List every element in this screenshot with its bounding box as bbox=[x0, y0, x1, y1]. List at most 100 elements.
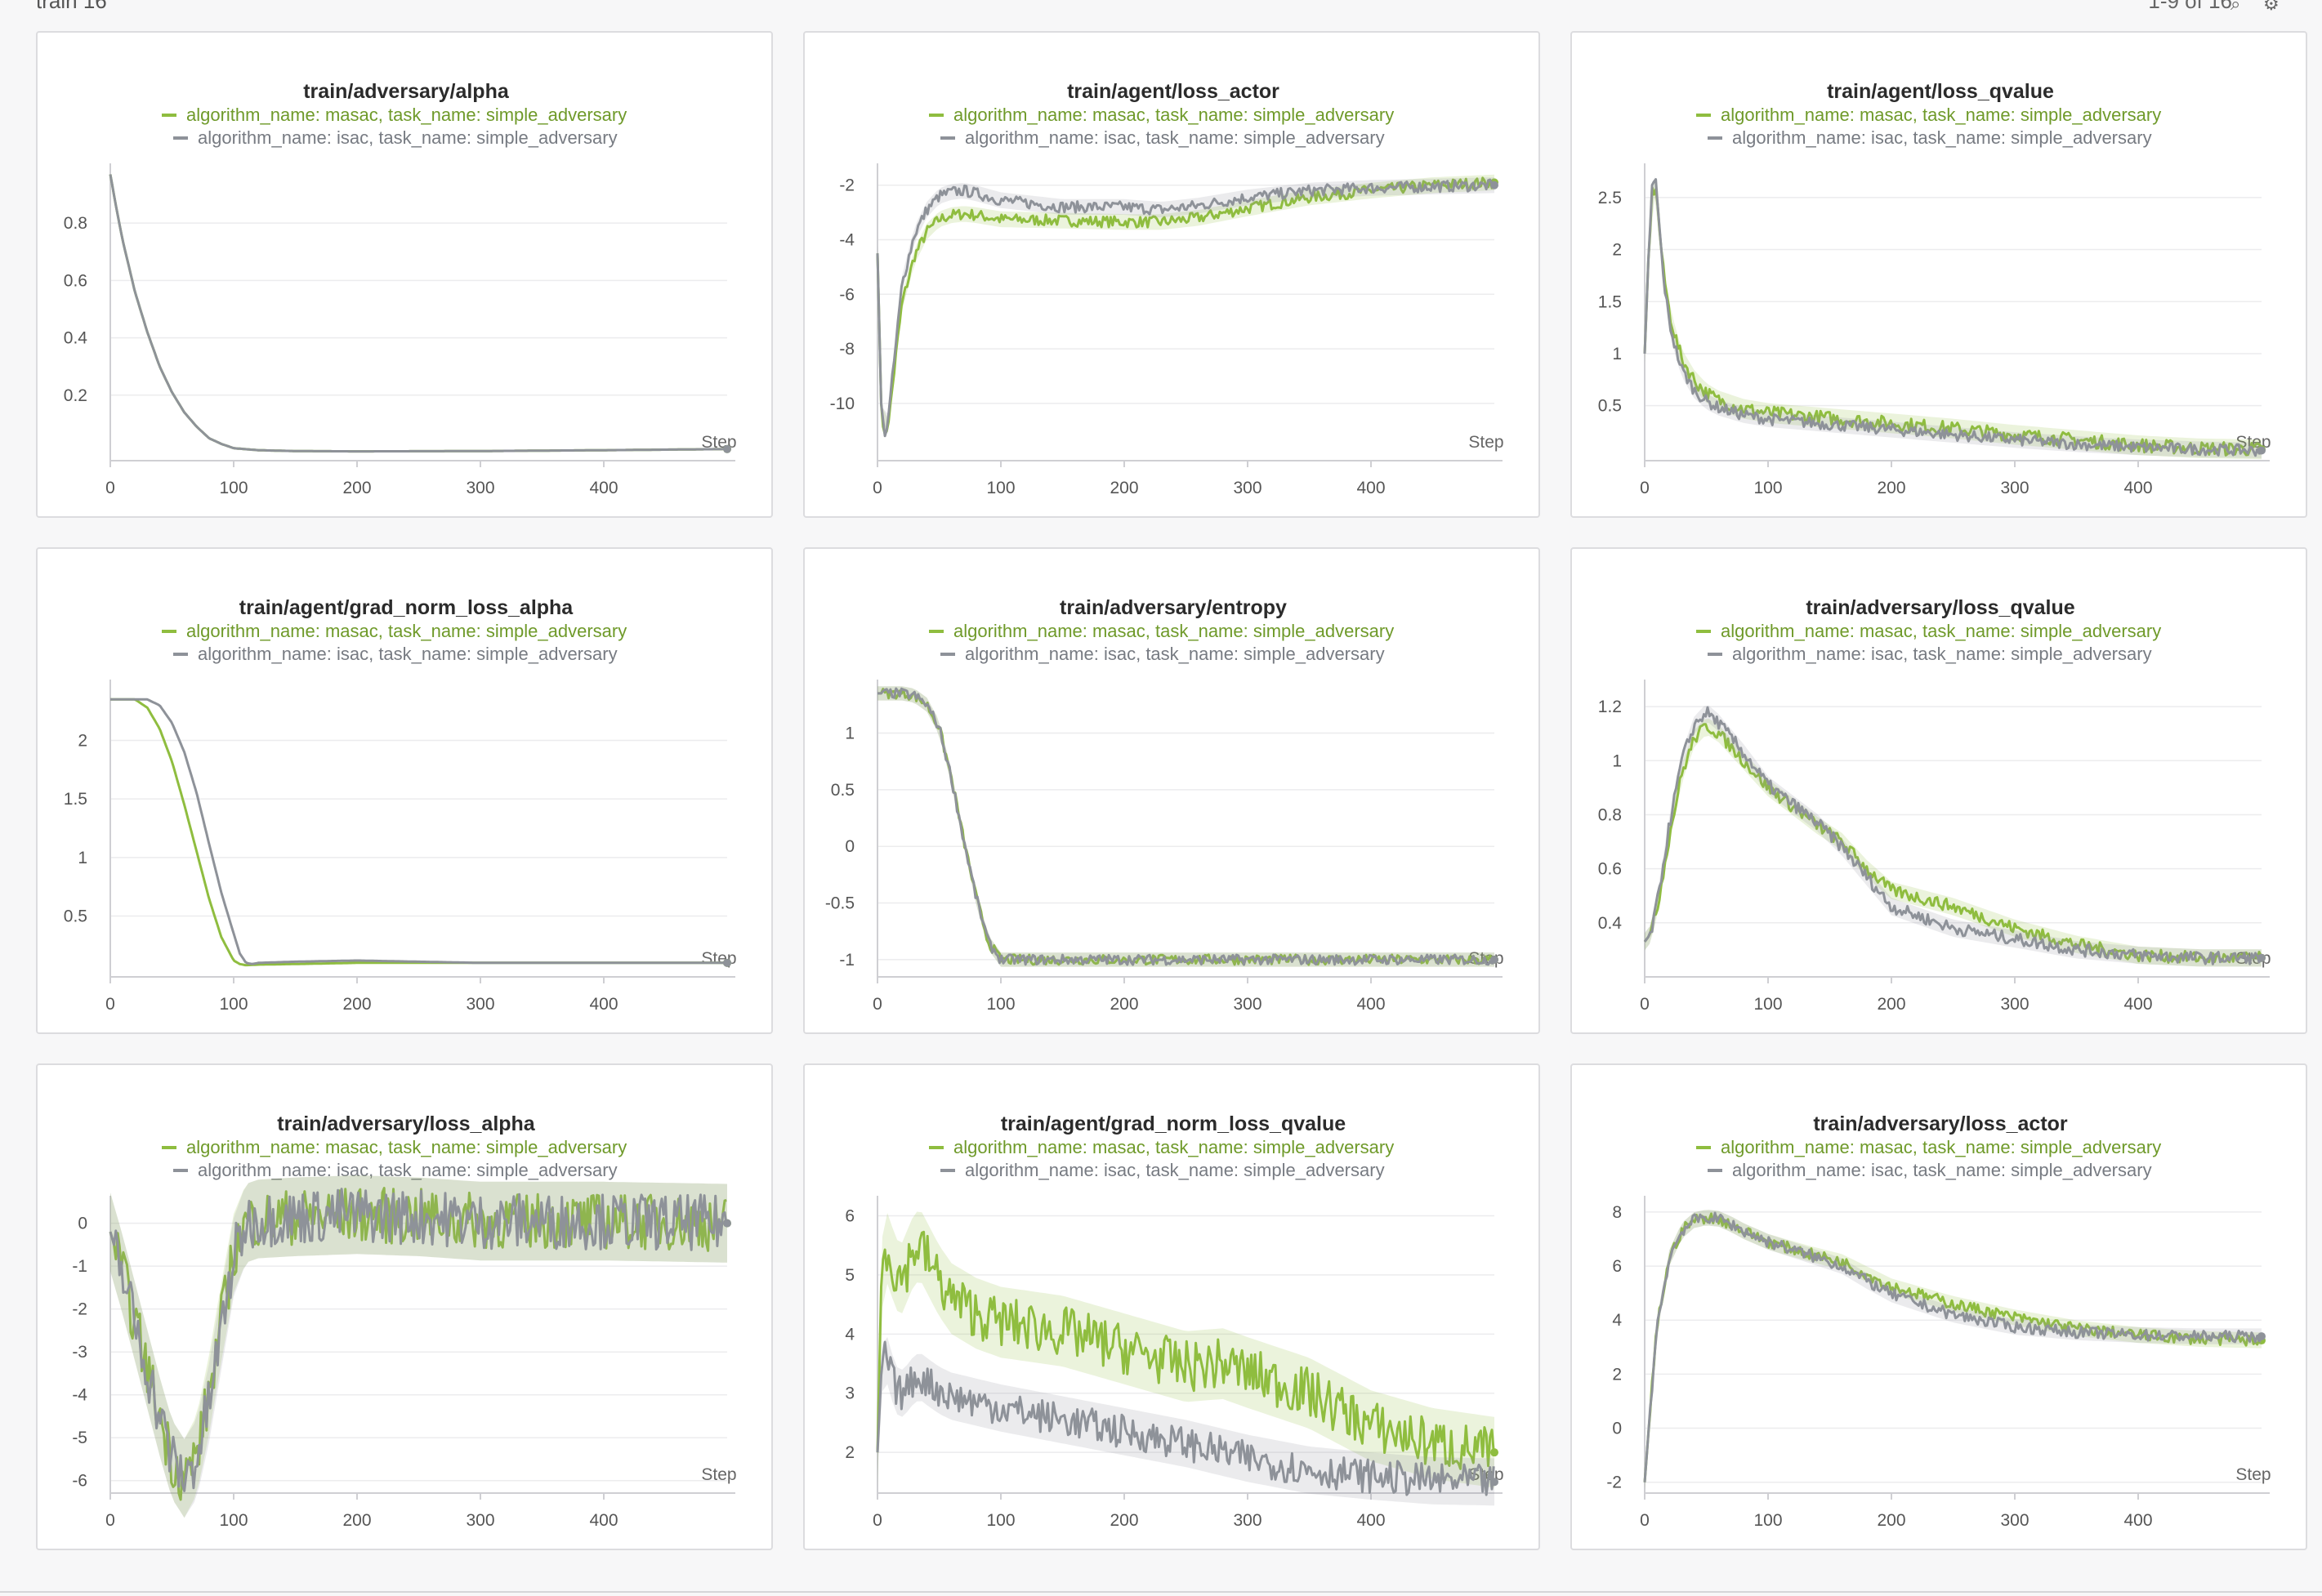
chart-svg: train/adversary/loss_actoralgorithm_name… bbox=[1606, 1112, 2271, 1530]
y-tick-label: 2 bbox=[78, 732, 87, 751]
y-tick-label: -4 bbox=[839, 230, 855, 249]
x-tick-label: 300 bbox=[2000, 1511, 2029, 1530]
chart-panel[interactable]: train/adversary/loss_qvalue algorithm_nam… bbox=[1570, 547, 2307, 1034]
x-tick-label: 200 bbox=[342, 479, 371, 497]
legend-label: algorithm_name: isac, task_name: simple_… bbox=[965, 127, 1385, 148]
gear-icon[interactable]: ⚙ bbox=[2263, 0, 2280, 14]
legend-item-masac[interactable]: algorithm_name: masac, task_name: simple… bbox=[1696, 1137, 2161, 1157]
y-tick-label: 2.5 bbox=[1598, 189, 1622, 207]
y-tick-label: 5 bbox=[845, 1266, 855, 1285]
chart-title: train/adversary/loss_actor bbox=[1813, 1112, 2068, 1135]
search-icon[interactable]: ⌕ bbox=[2230, 0, 2241, 14]
legend-item-masac[interactable]: algorithm_name: masac, task_name: simple… bbox=[1696, 621, 2161, 641]
x-tick-label: 0 bbox=[1640, 995, 1650, 1014]
y-tick-label: 1.5 bbox=[64, 790, 87, 809]
chart-svg: train/adversary/loss_alphaalgorithm_name… bbox=[72, 1112, 736, 1530]
chart-panel[interactable]: train/adversary/loss_actor algorithm_name… bbox=[1570, 1063, 2307, 1550]
section-label[interactable]: train 16 bbox=[36, 0, 107, 14]
x-tick-label: 300 bbox=[2000, 995, 2029, 1014]
x-tick-label: 300 bbox=[2000, 479, 2029, 497]
legend-item-masac[interactable]: algorithm_name: masac, task_name: simple… bbox=[929, 1137, 1394, 1157]
x-tick-label: 400 bbox=[2123, 479, 2152, 497]
chart-panel[interactable]: train/agent/loss_actor algorithm_name: ma… bbox=[803, 31, 1540, 518]
legend-item-masac[interactable]: algorithm_name: masac, task_name: simple… bbox=[929, 621, 1394, 641]
y-tick-label: -2 bbox=[839, 176, 855, 195]
chart-panel[interactable]: train/adversary/alpha algorithm_name: mas… bbox=[36, 31, 773, 518]
legend-item-isac[interactable]: algorithm_name: isac, task_name: simple_… bbox=[1708, 127, 2152, 148]
chart-panel[interactable]: train/agent/grad_norm_loss_qvalue algorit… bbox=[803, 1063, 1540, 1550]
x-tick-label: 100 bbox=[986, 479, 1015, 497]
legend-label: algorithm_name: masac, task_name: simple… bbox=[186, 105, 627, 125]
series-line-masac[interactable] bbox=[876, 176, 1495, 435]
series-line-masac[interactable] bbox=[876, 1230, 1495, 1470]
series-endpoint-masac bbox=[1490, 1448, 1498, 1457]
legend-item-isac[interactable]: algorithm_name: isac, task_name: simple_… bbox=[1708, 1160, 2152, 1180]
x-tick-label: 400 bbox=[1356, 1511, 1385, 1530]
legend-label: algorithm_name: isac, task_name: simple_… bbox=[1732, 127, 2152, 148]
y-tick-label: -0.5 bbox=[825, 894, 855, 913]
y-tick-label: -2 bbox=[72, 1300, 87, 1319]
legend-item-masac[interactable]: algorithm_name: masac, task_name: simple… bbox=[162, 621, 627, 641]
legend-item-masac[interactable]: algorithm_name: masac, task_name: simple… bbox=[162, 1137, 627, 1157]
legend-label: algorithm_name: masac, task_name: simple… bbox=[1721, 105, 2161, 125]
series-line-isac[interactable] bbox=[109, 174, 727, 453]
legend-item-masac[interactable]: algorithm_name: masac, task_name: simple… bbox=[162, 105, 627, 125]
y-tick-label: 1 bbox=[1612, 345, 1622, 363]
legend-label: algorithm_name: isac, task_name: simple_… bbox=[965, 644, 1385, 664]
series-line-masac[interactable] bbox=[109, 174, 727, 453]
chart-panel[interactable]: train/adversary/entropy algorithm_name: m… bbox=[803, 547, 1540, 1034]
x-tick-label: 200 bbox=[1110, 995, 1138, 1014]
x-axis-label: Step bbox=[701, 1465, 736, 1484]
legend-item-isac[interactable]: algorithm_name: isac, task_name: simple_… bbox=[1708, 644, 2152, 664]
x-tick-label: 100 bbox=[219, 479, 248, 497]
legend-item-isac[interactable]: algorithm_name: isac, task_name: simple_… bbox=[940, 644, 1385, 664]
chart-svg: train/agent/grad_norm_loss_alphaalgorith… bbox=[64, 596, 737, 1014]
y-tick-label: -2 bbox=[1606, 1473, 1622, 1492]
series-line-isac[interactable] bbox=[877, 687, 1494, 966]
x-tick-label: 400 bbox=[589, 479, 618, 497]
legend-item-masac[interactable]: algorithm_name: masac, task_name: simple… bbox=[929, 105, 1394, 125]
chart-panel[interactable]: train/agent/loss_qvalue algorithm_name: m… bbox=[1570, 31, 2307, 518]
legend-item-isac[interactable]: algorithm_name: isac, task_name: simple_… bbox=[173, 1160, 618, 1180]
x-tick-label: 0 bbox=[105, 479, 115, 497]
legend-item-isac[interactable]: algorithm_name: isac, task_name: simple_… bbox=[940, 127, 1385, 148]
x-tick-label: 100 bbox=[1753, 1511, 1782, 1530]
chart-title: train/adversary/alpha bbox=[303, 80, 510, 103]
y-tick-label: 1.2 bbox=[1598, 698, 1622, 716]
y-tick-label: 0 bbox=[78, 1215, 87, 1233]
y-tick-label: 0.8 bbox=[1598, 805, 1622, 824]
series-line-isac[interactable] bbox=[1643, 178, 2262, 457]
legend-label: algorithm_name: masac, task_name: simple… bbox=[186, 621, 627, 641]
legend-item-isac[interactable]: algorithm_name: isac, task_name: simple_… bbox=[940, 1160, 1385, 1180]
legend-label: algorithm_name: masac, task_name: simple… bbox=[1721, 1137, 2161, 1157]
series-line-masac[interactable] bbox=[1643, 1212, 2262, 1482]
legend-item-masac[interactable]: algorithm_name: masac, task_name: simple… bbox=[1696, 105, 2161, 125]
x-tick-label: 300 bbox=[466, 1511, 494, 1530]
x-tick-label: 0 bbox=[873, 1511, 882, 1530]
chart-svg: train/adversary/loss_qvaluealgorithm_nam… bbox=[1598, 596, 2271, 1014]
chart-panel[interactable]: train/agent/grad_norm_loss_alpha algorith… bbox=[36, 547, 773, 1034]
chart-title: train/adversary/entropy bbox=[1060, 596, 1287, 619]
series-line-isac[interactable] bbox=[1643, 1211, 2262, 1482]
legend-item-isac[interactable]: algorithm_name: isac, task_name: simple_… bbox=[173, 127, 618, 148]
series-band-masac bbox=[877, 686, 1494, 967]
series-line-isac[interactable] bbox=[110, 698, 727, 965]
series-line-isac[interactable] bbox=[1643, 706, 2262, 965]
series-line-masac[interactable] bbox=[110, 698, 727, 967]
chart-panel[interactable]: train/adversary/loss_alpha algorithm_name… bbox=[36, 1063, 773, 1550]
y-tick-label: 2 bbox=[845, 1443, 855, 1462]
series-line-masac[interactable] bbox=[877, 688, 1495, 966]
y-tick-label: -8 bbox=[839, 340, 855, 359]
series-line-isac[interactable] bbox=[876, 178, 1495, 438]
series-line-isac[interactable] bbox=[876, 1340, 1495, 1496]
x-tick-label: 100 bbox=[1753, 479, 1782, 497]
x-tick-label: 100 bbox=[1753, 995, 1782, 1014]
series-line-isac[interactable] bbox=[109, 1188, 728, 1492]
y-tick-label: 1 bbox=[1612, 751, 1622, 770]
legend-label: algorithm_name: masac, task_name: simple… bbox=[1721, 621, 2161, 641]
x-tick-label: 100 bbox=[219, 995, 248, 1014]
x-tick-label: 200 bbox=[1877, 995, 1905, 1014]
legend-item-isac[interactable]: algorithm_name: isac, task_name: simple_… bbox=[173, 644, 618, 664]
series-endpoint-isac bbox=[2257, 1332, 2266, 1341]
